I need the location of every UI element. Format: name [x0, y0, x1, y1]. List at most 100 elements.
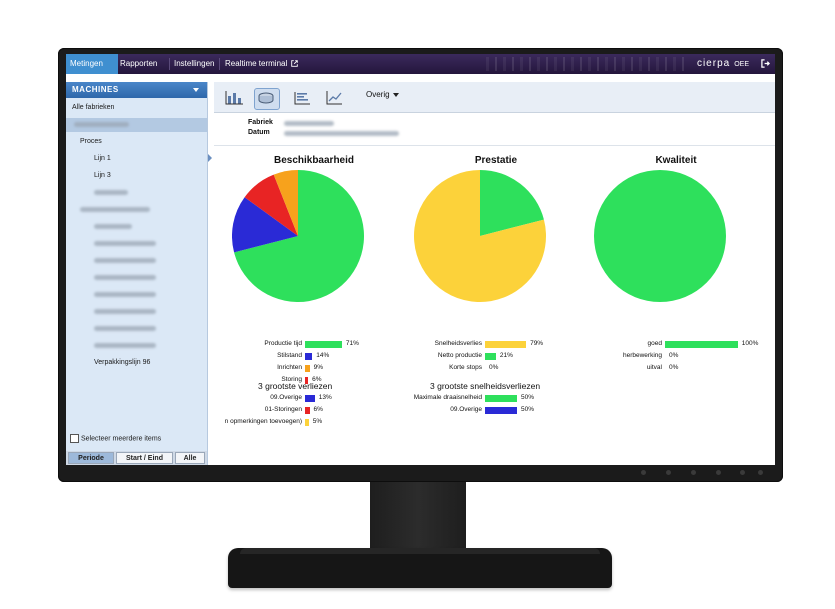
checkbox[interactable]: [70, 434, 79, 443]
list-chart-button[interactable]: [290, 88, 316, 110]
loss-bar: [305, 407, 310, 414]
main-panel: Overig Fabriek Datum Beschikbaarheid Pre…: [214, 82, 775, 465]
legend-label: Snelheidsverlies: [434, 340, 482, 347]
sidebar-item[interactable]: [94, 272, 156, 284]
select-multiple-checkbox[interactable]: Selecteer meerdere items: [70, 434, 161, 443]
loss-label: n opmerkingen toevoegen): [224, 418, 302, 425]
legend-label: Korte stops: [449, 364, 482, 371]
loss-percentage: 6%: [313, 406, 323, 413]
sidebar-item-proces[interactable]: Proces: [80, 138, 102, 145]
loss-bar: [305, 419, 309, 426]
legend-row: Snelheidsverlies 79%: [214, 340, 775, 349]
logout-icon[interactable]: [761, 59, 770, 68]
database-icon: [258, 92, 274, 104]
legend-percentage: 79%: [530, 340, 544, 347]
screen: Metingen Rapporten Instellingen Realtime…: [66, 54, 775, 465]
legend-label: Netto productie: [437, 352, 482, 359]
header-pattern: [486, 57, 686, 71]
legend-row: Stilstand 14%: [214, 352, 775, 361]
tab-realtime-terminal[interactable]: Realtime terminal: [221, 54, 302, 74]
top-nav: Metingen Rapporten Instellingen Realtime…: [66, 54, 775, 74]
sidebar-item[interactable]: [94, 323, 156, 335]
bar-chart-button[interactable]: [222, 88, 248, 110]
legend-bar: [305, 377, 309, 384]
monitor-button: [740, 470, 745, 475]
loss-label: Maximale draaisnelheid: [413, 394, 482, 401]
redacted-text: [74, 121, 129, 127]
database-button[interactable]: [254, 88, 280, 110]
loss-percentage: 50%: [521, 406, 535, 413]
sidebar-item-verpakkingslijn-96[interactable]: Verpakkingslijn 96: [94, 359, 151, 366]
sidebar-item[interactable]: [80, 204, 150, 216]
sidebar-item[interactable]: [94, 289, 156, 301]
chart-title-prestatie: Prestatie: [474, 155, 518, 166]
speed-losses-title: 3 grootste snelheidsverliezen: [430, 381, 541, 391]
external-link-icon: [291, 60, 299, 68]
sidebar-item-lijn-3[interactable]: Lijn 3: [94, 172, 111, 179]
loss-bar: [305, 395, 315, 402]
sidebar-item[interactable]: [94, 238, 156, 250]
sidebar-item[interactable]: [94, 306, 156, 318]
sidebar-item[interactable]: [94, 221, 132, 233]
pie-slice-goed: [594, 170, 726, 302]
list-chart-icon: [294, 92, 310, 105]
legend-percentage: 0%: [489, 364, 499, 371]
legend-percentage: 21%: [499, 352, 513, 359]
pie-slice-snelheidsverlies: [414, 170, 546, 302]
overig-dropdown[interactable]: Overig: [366, 90, 399, 99]
line-chart-button[interactable]: [322, 88, 348, 110]
chart-title-beschikbaarheid: Beschikbaarheid: [273, 155, 355, 166]
pie-chart-beschikbaarheid: [232, 170, 364, 302]
sidebar-header[interactable]: MACHINES: [66, 82, 207, 98]
start-eind-button[interactable]: Start / Eind: [116, 452, 173, 464]
redacted-text: [94, 189, 128, 195]
legend-bar: [485, 353, 496, 360]
sidebar-item-all-factories[interactable]: Alle fabrieken: [72, 104, 115, 111]
loss-percentage: 50%: [521, 394, 535, 401]
sidebar-item[interactable]: [94, 255, 156, 267]
chart-title-kwaliteit: Kwaliteit: [655, 155, 697, 166]
legend-percentage: 0%: [669, 352, 679, 359]
loss-percentage: 13%: [318, 394, 332, 401]
alle-button[interactable]: Alle: [175, 452, 205, 464]
legend-label: herbewerking: [622, 352, 662, 359]
losses-title: 3 grootste verliezen: [258, 381, 333, 391]
periode-button[interactable]: Periode: [68, 452, 114, 464]
legend-percentage: 0%: [669, 364, 679, 371]
loss-percentage: 5%: [312, 418, 323, 425]
sidebar-item-selected[interactable]: [66, 118, 207, 132]
monitor-button: [716, 470, 721, 475]
machines-sidebar: MACHINES Alle fabrieken Proces Lijn 1 Li…: [66, 82, 208, 465]
tab-rapporten[interactable]: Rapporten: [120, 59, 158, 68]
tab-instellingen[interactable]: Instellingen: [174, 59, 215, 68]
legend-bar: [665, 341, 738, 348]
loss-row: 09.Overige 50%: [214, 406, 775, 415]
datum-label: Datum: [248, 129, 270, 136]
bar-chart-icon: [225, 91, 243, 105]
redacted-text: [284, 131, 399, 136]
monitor-stand-base: [228, 548, 612, 588]
pie-chart-prestatie: [414, 170, 546, 302]
loss-row: n opmerkingen toevoegen) 5%: [214, 418, 775, 427]
legend-label: Productie tijd: [264, 340, 302, 347]
redacted-text: [284, 121, 334, 126]
tab-metingen[interactable]: Metingen: [66, 54, 118, 74]
collapse-arrow-icon[interactable]: [208, 154, 212, 162]
pie-slice-productie-tijd: [234, 170, 364, 302]
sidebar-item[interactable]: [94, 340, 156, 352]
legend-label: Storing: [281, 376, 302, 383]
legend-percentage: 14%: [316, 352, 330, 359]
sidebar-item-lijn-1[interactable]: Lijn 1: [94, 155, 111, 162]
monitor-button: [666, 470, 671, 475]
toolbar: Overig: [214, 82, 775, 113]
monitor-button: [641, 470, 646, 475]
period-buttons: Periode Start / Eind Alle: [66, 451, 207, 465]
line-chart-icon: [326, 91, 342, 105]
sidebar-item[interactable]: [94, 187, 128, 199]
legend-bar: [305, 341, 342, 348]
legend-bar: [305, 365, 310, 372]
loss-label: 09.Overige: [450, 406, 482, 413]
pie-chart-kwaliteit: [594, 170, 726, 302]
loss-label: 01-Storingen: [264, 406, 302, 413]
legend-bar: [485, 341, 527, 348]
